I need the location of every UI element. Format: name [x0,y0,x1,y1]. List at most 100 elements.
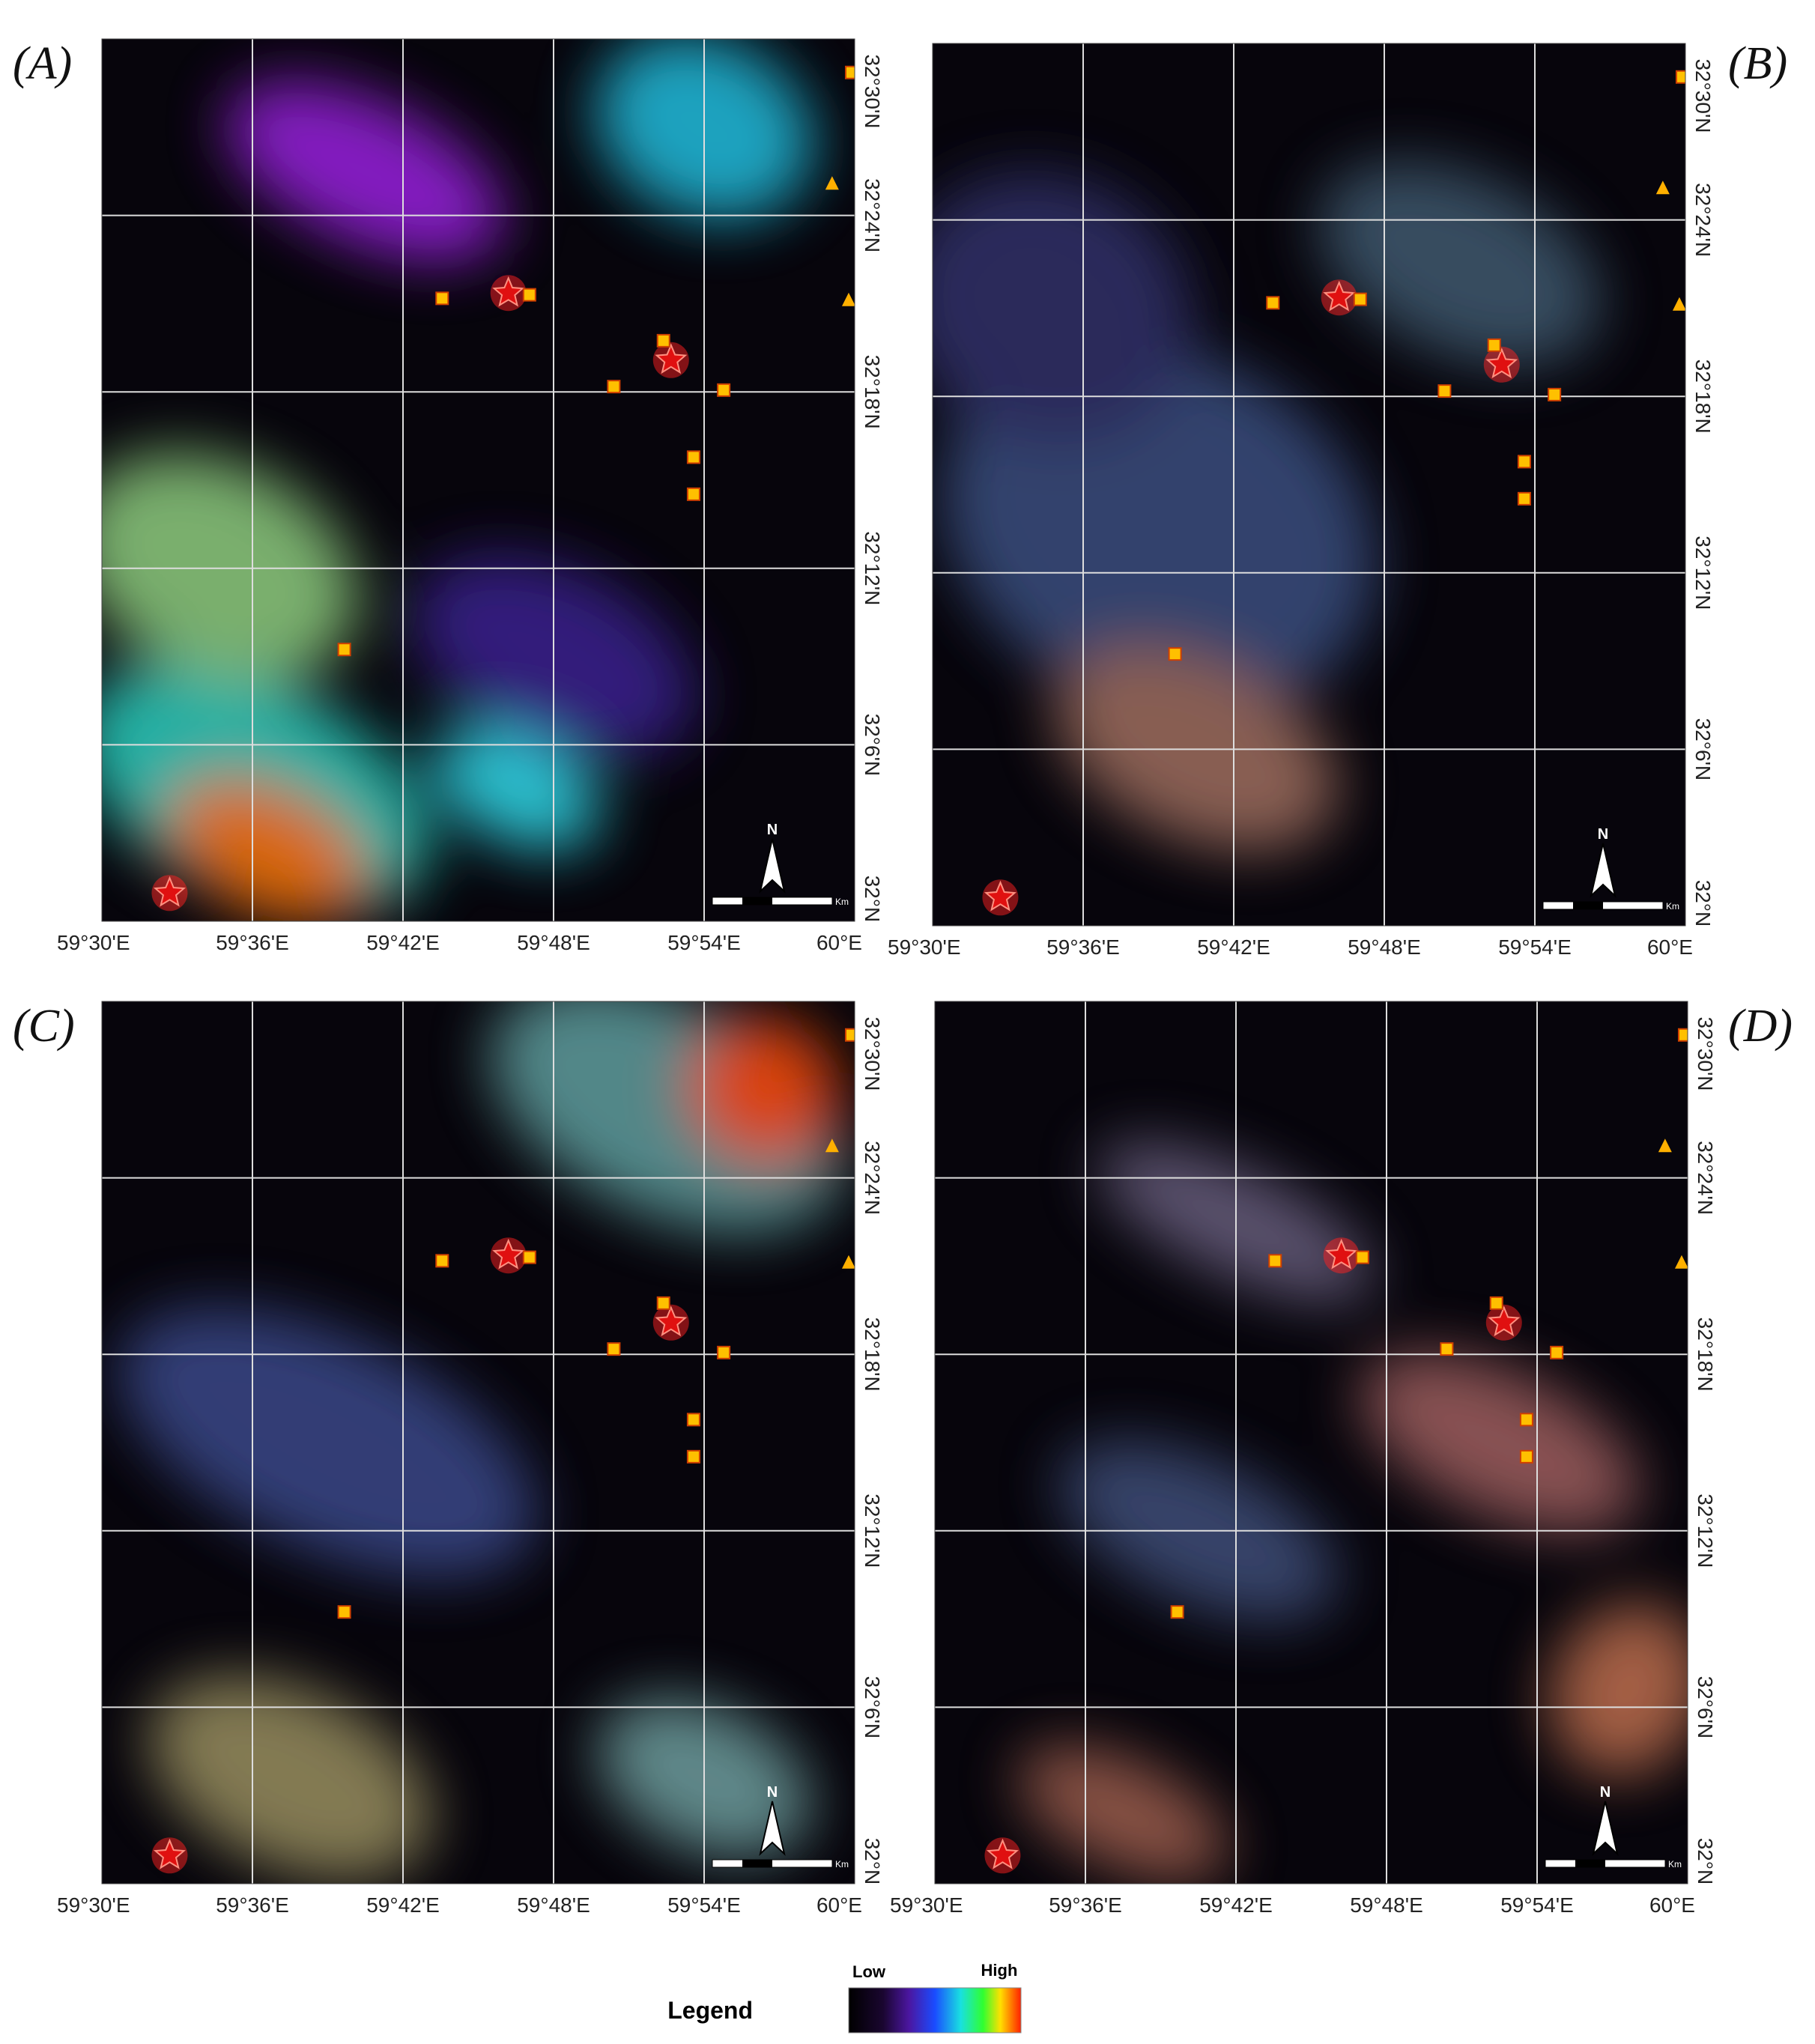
site-star [1323,280,1356,312]
site-square [1677,1028,1688,1042]
y-tick-label: 32°12'N [861,531,884,605]
site-square [1170,1605,1184,1619]
site-star [492,276,525,307]
panel-label: (A) [13,38,72,89]
site-star [153,876,186,907]
y-tick-label: 32°N [1691,880,1715,927]
x-tick-label: 59°54'E [1500,1893,1574,1917]
legend-low: Low [852,1962,886,1981]
imagery-patch [225,81,506,262]
y-tick-label: 32°6'N [1691,718,1715,780]
y-tick-label: 32°18'N [1694,1317,1717,1392]
x-tick-label: 60°E [1649,1893,1695,1917]
site-square [686,450,700,464]
scale-unit: Km [1668,1859,1682,1869]
x-tick-label: 59°30'E [890,1893,963,1917]
site-square [844,65,855,79]
site-star [1485,348,1518,379]
site-star [655,343,688,374]
site-triangle [1674,1255,1688,1269]
y-tick-label: 32°12'N [1694,1493,1717,1568]
imagery-patch [933,172,1193,444]
north-label: N [1600,1784,1611,1801]
imagery-patch [431,727,602,851]
site-square [1266,296,1280,310]
north-label: N [1598,826,1608,843]
map-panel: N Km [933,43,1685,926]
site-square [1489,1296,1503,1310]
site-square [1548,387,1562,401]
north-arrow [759,1801,786,1856]
y-tick-label: 32°24'N [1691,183,1715,257]
site-square [656,333,670,348]
site-square [1487,338,1501,352]
site-square [1440,1342,1454,1356]
site-triangle [1658,1138,1672,1153]
panel-label: (C) [13,1001,75,1052]
imagery-patch [1018,1745,1228,1881]
site-triangle [841,292,855,306]
site-triangle [1655,181,1670,195]
site-triangle [1672,297,1685,311]
x-tick-label: 59°42'E [1199,1893,1273,1917]
panel-frame [101,38,855,922]
scale-bar-seg [1575,1860,1605,1867]
imagery-patch [1318,162,1602,366]
site-star [153,1838,186,1869]
scale-unit: Km [1666,901,1679,912]
site-star [492,1238,525,1270]
site-square [1517,455,1531,469]
scale-bar-seg [1573,902,1603,909]
site-square [607,380,621,394]
site-square [1519,1413,1533,1427]
site-square [607,1342,621,1356]
legend-high: High [981,1961,1018,1980]
site-square [435,1254,449,1268]
site-star [986,1838,1019,1869]
imagery [118,1001,843,1881]
map-panel: N Km [935,1001,1688,1884]
site-square [1437,384,1452,398]
site-square [1519,1449,1533,1464]
legend-title: Legend [667,1997,753,2024]
x-tick-label: 59°36'E [216,931,289,954]
y-tick-label: 32°30'N [861,1016,884,1091]
y-tick-label: 32°18'N [1691,360,1715,434]
x-tick-label: 59°42'E [1197,935,1270,959]
scale-bar-seg [742,1860,772,1867]
imagery-patch [1360,1352,1640,1533]
site-square [844,1028,855,1042]
site-square [717,1345,731,1359]
x-tick-label: 59°30'E [888,935,961,959]
site-square [1550,1345,1564,1359]
site-star [984,880,1016,912]
map-panel: N Km [102,39,855,921]
y-tick-label: 32°18'N [861,1317,884,1392]
site-square [656,1296,670,1310]
site-square [1353,292,1367,306]
site-triangle [825,176,839,190]
site-star [1325,1238,1358,1270]
x-tick-label: 59°48'E [1348,935,1421,959]
y-tick-label: 32°6'N [861,1676,884,1738]
y-tick-label: 32°30'N [861,54,884,128]
site-square [522,288,536,302]
site-square [686,487,700,501]
x-tick-label: 59°36'E [1049,1893,1122,1917]
y-tick-label: 32°30'N [1691,58,1715,133]
site-square [1675,70,1685,84]
site-square [1168,647,1182,661]
x-tick-label: 59°54'E [667,1893,741,1917]
x-tick-label: 59°48'E [1350,1893,1423,1917]
y-tick-label: 32°24'N [861,1141,884,1215]
site-square [337,643,351,657]
x-tick-label: 59°30'E [57,1893,130,1917]
site-square [686,1413,700,1427]
x-tick-label: 59°36'E [216,1893,289,1917]
y-tick-label: 32°6'N [861,714,884,776]
x-tick-label: 60°E [1647,935,1693,959]
north-arrow [759,838,786,894]
panel-frame [932,43,1686,927]
x-tick-label: 59°30'E [57,931,130,954]
